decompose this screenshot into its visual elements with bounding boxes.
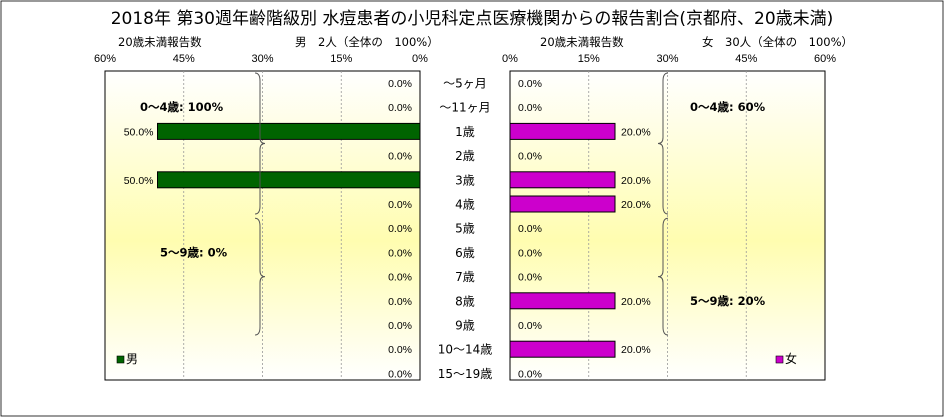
category-label: 6歳 <box>455 246 475 260</box>
chart-title: 2018年 第30週年齢階級別 水痘患者の小児科定点医療機関からの報告割合(京都… <box>110 9 834 29</box>
right-value-label: 0.0% <box>518 272 542 284</box>
right-bar <box>509 292 616 310</box>
group-brace <box>254 72 266 215</box>
left-annotation-0-4: 0～4歳: 100% <box>140 100 224 114</box>
right-axis-tick: 30% <box>656 53 678 65</box>
left-value-label: 0.0% <box>388 320 412 332</box>
left-bar <box>157 171 421 189</box>
category-label: 4歳 <box>455 198 475 212</box>
right-axis-tick: 15% <box>578 53 600 65</box>
legend-label-male: 男 <box>126 352 138 366</box>
left-value-label: 0.0% <box>388 102 412 114</box>
right-value-label: 20.0% <box>621 175 651 187</box>
right-value-label: 20.0% <box>621 296 651 308</box>
right-annotation-0-4: 0～4歳: 60% <box>690 100 766 114</box>
legend-label-female: 女 <box>785 351 797 366</box>
category-label: 9歳 <box>455 319 475 333</box>
right-value-label: 0.0% <box>518 223 542 235</box>
group-brace <box>657 72 669 215</box>
group-brace <box>254 217 266 336</box>
right-panel-group-label: 女 30人（全体の 100%） <box>702 35 854 49</box>
legend-swatch-male <box>116 355 125 364</box>
left-plot-area <box>104 70 421 381</box>
right-value-label: 0.0% <box>518 151 542 163</box>
right-panel-header: 20歳未満報告数 <box>540 35 624 49</box>
category-label: 8歳 <box>455 294 475 308</box>
category-label: ～11ヶ月 <box>439 101 490 115</box>
right-bar <box>509 171 616 189</box>
left-value-label: 0.0% <box>388 368 412 380</box>
right-value-label: 0.0% <box>518 78 542 90</box>
left-annotation-5-9: 5～9歳: 0% <box>160 245 228 259</box>
right-annotation-5-9: 5～9歳: 20% <box>690 294 766 308</box>
left-value-label: 0.0% <box>388 344 412 356</box>
right-value-label: 0.0% <box>518 247 542 259</box>
left-value-label: 0.0% <box>388 272 412 284</box>
right-value-label: 20.0% <box>621 199 651 211</box>
left-panel-group-label: 男 2人（全体の 100%） <box>295 35 439 49</box>
left-axis-tick: 15% <box>330 53 352 65</box>
right-value-label: 0.0% <box>518 320 542 332</box>
right-axis-tick: 60% <box>814 53 836 65</box>
right-bar <box>509 195 616 213</box>
category-label: ～5ヶ月 <box>443 77 487 91</box>
left-panel-header: 20歳未満報告数 <box>118 35 202 49</box>
right-value-label: 20.0% <box>621 126 651 138</box>
left-bar <box>157 122 421 140</box>
left-value-label: 0.0% <box>388 151 412 163</box>
left-axis-tick: 0% <box>412 53 428 65</box>
right-value-label: 0.0% <box>518 368 542 380</box>
category-label: 10～14歳 <box>438 343 493 357</box>
right-value-label: 20.0% <box>621 344 651 356</box>
left-axis-tick: 60% <box>94 53 116 65</box>
category-label: 15～19歳 <box>438 367 493 381</box>
legend-swatch-female <box>775 355 784 364</box>
category-label: 2歳 <box>455 149 475 163</box>
left-value-label: 0.0% <box>388 247 412 259</box>
left-axis-tick: 30% <box>251 53 273 65</box>
category-label: 5歳 <box>455 222 475 236</box>
group-brace <box>657 217 669 336</box>
category-label: 3歳 <box>455 173 475 187</box>
left-value-label: 0.0% <box>388 78 412 90</box>
left-value-label: 0.0% <box>388 296 412 308</box>
left-value-label: 0.0% <box>388 199 412 211</box>
right-axis-tick: 45% <box>735 53 757 65</box>
category-label: 1歳 <box>455 125 475 139</box>
left-value-label: 50.0% <box>124 126 154 138</box>
left-axis-tick: 45% <box>173 53 195 65</box>
left-value-label: 0.0% <box>388 223 412 235</box>
right-bar <box>509 122 616 140</box>
right-value-label: 0.0% <box>518 102 542 114</box>
right-plot-area <box>509 70 826 381</box>
left-value-label: 50.0% <box>124 175 154 187</box>
category-label: 7歳 <box>455 270 475 284</box>
right-bar <box>509 340 616 358</box>
right-axis-tick: 0% <box>502 53 518 65</box>
